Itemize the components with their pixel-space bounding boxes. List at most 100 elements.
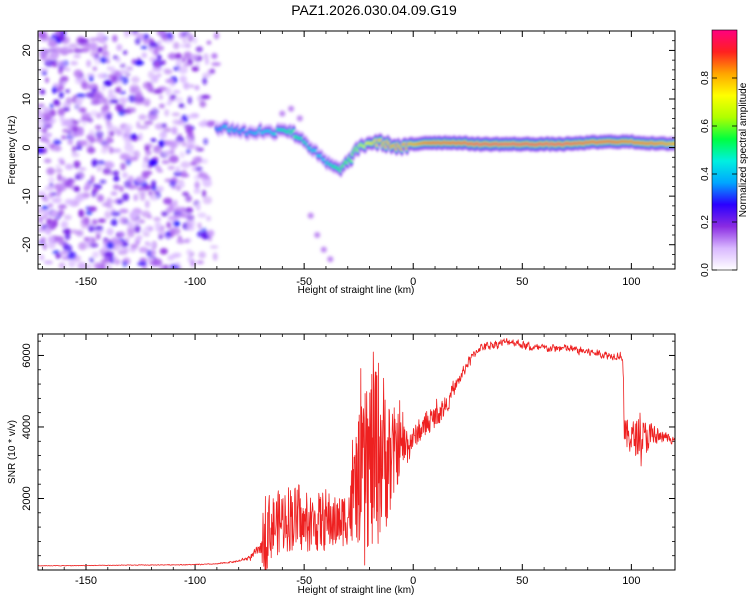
noise-speckle xyxy=(41,71,48,75)
noise-speckle xyxy=(94,225,104,231)
noise-speckle xyxy=(109,99,119,104)
colorbar-tick-label: 0.8 xyxy=(700,71,711,85)
noise-speckle xyxy=(107,66,112,71)
noise-speckle xyxy=(129,247,137,253)
noise-speckle xyxy=(196,231,203,238)
noise-speckle xyxy=(164,109,170,117)
noise-speckle xyxy=(130,243,139,249)
noise-speckle xyxy=(150,138,157,143)
noise-speckle xyxy=(77,78,84,84)
noise-speckle xyxy=(176,133,183,138)
snr-panel: -150 -100 -50 0 50 100 2000 4000 6000 Height of … xyxy=(7,333,676,596)
noise-speckle xyxy=(48,176,55,184)
noise-speckle xyxy=(60,81,67,86)
x-tick-label: 0 xyxy=(410,575,416,587)
noise-speckle xyxy=(41,127,48,134)
colorbar-label: Normalized spectral amplitude xyxy=(738,82,749,217)
noise-speckle xyxy=(79,96,86,101)
figure-title: PAZ1.2026.030.04.09.G19 xyxy=(291,2,457,18)
noise-speckle xyxy=(143,38,150,45)
snr-ticks: -150 -100 -50 0 50 100 2000 4000 6000 xyxy=(21,334,676,587)
noise-speckle xyxy=(134,219,140,226)
noise-speckle xyxy=(81,192,91,198)
noise-speckle xyxy=(47,203,54,208)
noise-speckle xyxy=(110,218,118,227)
noise-speckle xyxy=(38,123,43,132)
noise-speckle xyxy=(45,143,51,148)
noise-speckle xyxy=(202,179,212,188)
noise-speckle xyxy=(143,232,150,237)
noise-speckle xyxy=(172,119,182,125)
noise-speckle xyxy=(161,160,170,164)
noise-speckle xyxy=(41,214,48,220)
noise-speckle xyxy=(42,107,51,113)
noise-speckle xyxy=(193,188,201,194)
noise-speckle xyxy=(172,199,178,208)
colorbar-frame xyxy=(711,29,738,271)
noise-speckle xyxy=(180,213,187,218)
colorbar-gradient xyxy=(712,30,737,270)
noise-speckle xyxy=(116,240,125,245)
noise-speckle xyxy=(136,121,141,129)
noise-speckle xyxy=(142,161,148,170)
noise-speckle xyxy=(120,162,126,171)
noise-speckle xyxy=(97,73,108,79)
noise-speckle xyxy=(182,38,187,43)
noise-speckle xyxy=(148,41,159,48)
noise-speckle xyxy=(103,97,109,106)
noise-speckle xyxy=(198,121,208,127)
noise-speckle xyxy=(198,251,206,259)
noise-speckle xyxy=(106,227,114,236)
noise-speckle xyxy=(40,237,47,243)
noise-speckle xyxy=(58,262,66,269)
noise-speckle xyxy=(182,191,189,197)
noise-speckle xyxy=(75,131,84,137)
noise-speckle xyxy=(98,98,104,103)
noise-speckle xyxy=(57,204,67,210)
noise-speckle xyxy=(116,199,123,205)
noise-speckle xyxy=(61,176,67,183)
noise-speckle xyxy=(161,34,168,42)
noise-speckle xyxy=(167,165,176,170)
noise-speckle xyxy=(163,197,173,205)
noise-speckle xyxy=(68,259,76,268)
noise-speckle xyxy=(131,76,140,84)
noise-speckle xyxy=(115,129,123,137)
noise-speckle xyxy=(65,67,71,72)
noise-speckle xyxy=(41,205,49,211)
noise-speckle xyxy=(194,85,200,91)
noise-speckle xyxy=(185,114,194,119)
noise-speckle xyxy=(207,229,215,237)
noise-speckle xyxy=(88,225,95,233)
noise-speckle xyxy=(71,125,79,133)
noise-speckle xyxy=(167,52,178,60)
noise-speckle xyxy=(88,129,95,137)
noise-speckle xyxy=(145,150,152,156)
noise-speckle xyxy=(179,116,184,124)
noise-speckle xyxy=(169,180,177,188)
noise-speckle xyxy=(105,264,113,269)
noise-speckle xyxy=(314,232,321,238)
spectrogram-ridge xyxy=(214,118,675,179)
noise-speckle xyxy=(176,238,185,244)
noise-speckle xyxy=(100,258,110,264)
noise-speckle xyxy=(96,194,105,202)
noise-speckle xyxy=(59,161,66,165)
noise-speckle xyxy=(206,40,212,45)
colorbar-ticks: 0.0 0.2 0.4 0.6 0.8 xyxy=(700,71,737,277)
y-tick-label: 20 xyxy=(21,44,33,56)
noise-speckle xyxy=(113,184,120,190)
noise-speckle xyxy=(110,66,116,75)
noise-speckle xyxy=(48,119,55,125)
noise-speckle xyxy=(64,163,74,170)
noise-speckle xyxy=(88,206,97,212)
noise-speckle xyxy=(186,34,191,39)
noise-speckle xyxy=(124,123,134,131)
noise-speckle xyxy=(55,168,63,173)
noise-speckle xyxy=(174,261,181,266)
noise-speckle xyxy=(175,58,182,67)
noise-speckle xyxy=(73,160,81,169)
noise-speckle xyxy=(46,220,51,225)
noise-speckle xyxy=(76,36,85,45)
